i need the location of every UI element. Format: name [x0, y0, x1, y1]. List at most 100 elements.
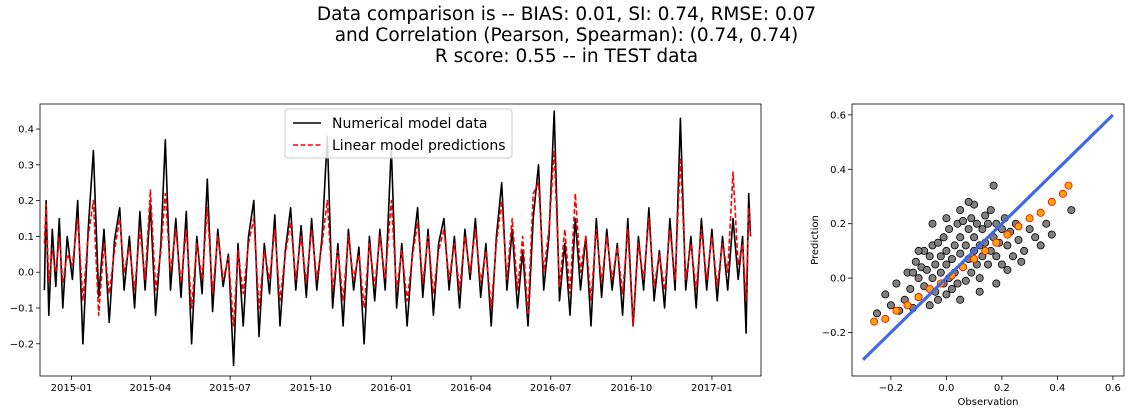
scatter-point-1 — [947, 284, 956, 293]
scatter-plot: −0.2 0.0 0.2 0.4 0.6 −0.2 0.0 0.2 0.4 0.6 Observat… — [810, 103, 1125, 408]
y-tick-label: 0.2 — [18, 196, 34, 207]
scatter-point-2 — [1036, 208, 1045, 217]
scatter-point-1 — [1017, 257, 1026, 266]
scatter-y-tick-label: −0.2 — [822, 328, 846, 339]
scatter-y-tick-label: 0.0 — [830, 274, 846, 285]
scatter-point-1 — [911, 257, 920, 266]
scatter-point-1 — [906, 284, 915, 293]
scatter-point-1 — [959, 216, 968, 225]
scatter-point-2 — [1025, 214, 1034, 223]
y-tick-label: 0.0 — [18, 268, 34, 279]
scatter-point-1 — [1014, 235, 1023, 244]
scatter-point-1 — [942, 246, 951, 255]
scatter-point-1 — [925, 301, 934, 310]
timeseries-frame — [39, 103, 762, 377]
scatter-point-2 — [903, 301, 912, 310]
x-tick-label: 2016-01 — [370, 383, 412, 394]
scatter-point-1 — [967, 268, 976, 277]
scatter-point-1 — [936, 268, 945, 277]
scatter-point-1 — [1009, 252, 1018, 261]
scatter-point-1 — [992, 279, 1001, 288]
scatter-x-tick-label: −0.2 — [879, 383, 903, 394]
scatter-y-tick-label: 0.4 — [830, 165, 846, 176]
scatter-point-1 — [1067, 206, 1076, 215]
x-tick-label: 2016-10 — [610, 383, 652, 394]
legend: Numerical model data Linear model predict… — [284, 108, 513, 159]
scatter-point-1 — [975, 274, 984, 283]
scatter-point-1 — [989, 181, 998, 190]
scatter-point-1 — [936, 252, 945, 261]
y-tick-label: 0.1 — [18, 232, 34, 243]
scatter-point-1 — [986, 206, 995, 215]
x-tick-label: 2015-04 — [129, 383, 171, 394]
scatter-point-1 — [931, 260, 940, 269]
scatter-point-1 — [981, 211, 990, 220]
scatter-point-1 — [956, 206, 965, 215]
scatter-point-1 — [1020, 246, 1029, 255]
scatter-x-tick-label: 0.0 — [938, 383, 954, 394]
x-tick-label: 2015-01 — [51, 383, 93, 394]
y-tick-label: −0.2 — [10, 339, 34, 350]
x-tick-label: 2016-04 — [450, 383, 492, 394]
scatter-point-2 — [892, 306, 901, 315]
scatter-point-1 — [984, 260, 993, 269]
scatter-point-1 — [997, 260, 1006, 269]
scatter-point-1 — [942, 260, 951, 269]
scatter-point-1 — [945, 225, 954, 234]
scatter-x-tick-label: 0.4 — [1049, 383, 1065, 394]
scatter-point-1 — [942, 290, 951, 299]
y-tick-label: −0.1 — [10, 304, 34, 315]
scatter-point-1 — [925, 252, 934, 261]
scatter-point-1 — [978, 225, 987, 234]
reference-line — [861, 113, 1115, 361]
scatter-point-1 — [956, 249, 965, 258]
scatter-point-1 — [972, 219, 981, 228]
figure-title-line-1: Data comparison is -- BIAS: 0.01, SI: 0.… — [316, 4, 817, 25]
scatter-point-1 — [1031, 233, 1040, 242]
scatter-point-1 — [914, 274, 923, 283]
scatter-point-2 — [1003, 230, 1012, 239]
scatter-point-1 — [934, 295, 943, 304]
scatter-point-1 — [961, 241, 970, 250]
x-tick-label: 2015-07 — [209, 383, 251, 394]
scatter-point-1 — [1003, 241, 1012, 250]
scatter-point-1 — [947, 254, 956, 263]
scatter-point-2 — [1064, 181, 1073, 190]
scatter-point-1 — [961, 276, 970, 285]
scatter-point-2 — [1014, 222, 1023, 231]
scatter-point-1 — [956, 233, 965, 242]
scatter-point-1 — [881, 290, 890, 299]
scatter-frame — [851, 103, 1125, 377]
scatter-point-1 — [956, 295, 965, 304]
figure-title-line-2: and Correlation (Pearson, Spearman): (0.… — [334, 25, 799, 46]
scatter-x-tick-label: 0.2 — [994, 383, 1010, 394]
scatter-point-1 — [964, 197, 973, 206]
scatter-point-1 — [967, 214, 976, 223]
scatter-point-1 — [886, 301, 895, 310]
scatter-point-1 — [1047, 230, 1056, 239]
scatter-point-1 — [950, 241, 959, 250]
x-tick-label: 2015-10 — [290, 383, 332, 394]
scatter-x-tick-label: 0.6 — [1105, 383, 1121, 394]
scatter-point-1 — [964, 225, 973, 234]
scatter-point-1 — [1042, 219, 1051, 228]
scatter-point-1 — [914, 246, 923, 255]
scatter-point-1 — [970, 233, 979, 242]
figure-title: Data comparison is -- BIAS: 0.01, SI: 0.… — [0, 4, 1133, 67]
scatter-point-1 — [1025, 225, 1034, 234]
x-tick-label: 2017-01 — [691, 383, 733, 394]
legend-label-2: Linear model predictions — [332, 138, 506, 154]
scatter-point-2 — [981, 246, 990, 255]
scatter-point-1 — [873, 309, 882, 318]
scatter-point-2 — [914, 293, 923, 302]
scatter-point-1 — [1036, 241, 1045, 250]
scatter-point-2 — [1058, 189, 1067, 198]
scatter-point-1 — [909, 268, 918, 277]
scatter-x-axis-label: Observation — [958, 397, 1019, 408]
scatter-point-1 — [892, 279, 901, 288]
scatter-point-1 — [939, 233, 948, 242]
scatter-point-1 — [992, 252, 1001, 261]
legend-label-1: Numerical model data — [332, 116, 487, 132]
legend-box — [284, 108, 513, 159]
